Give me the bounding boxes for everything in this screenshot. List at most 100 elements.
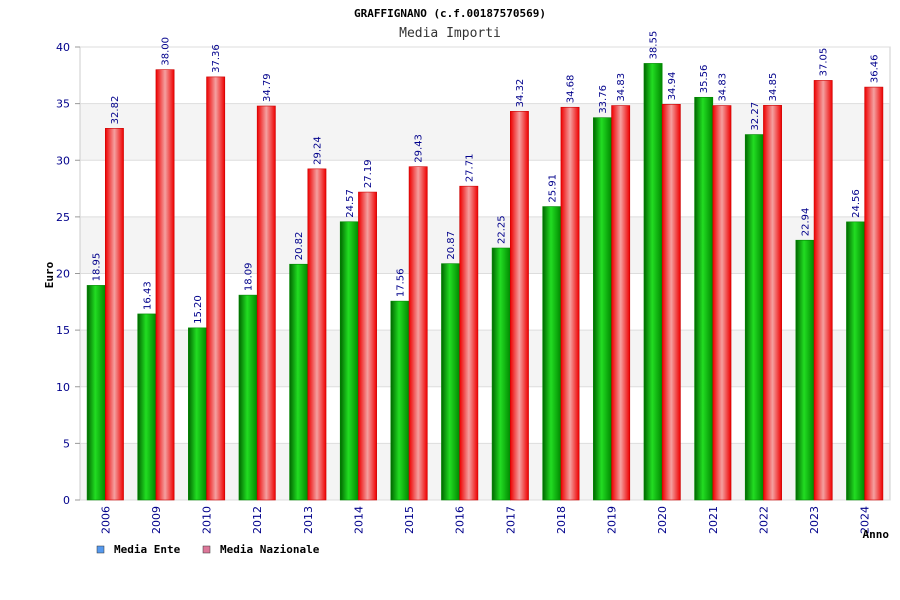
data-label: 32.82 xyxy=(110,96,121,125)
bar-media-ente xyxy=(390,300,410,501)
data-label: 33.76 xyxy=(598,85,609,114)
y-axis-ticks: 0 5 10 15 20 25 30 35 40 xyxy=(56,41,80,507)
data-label: 34.68 xyxy=(566,75,577,104)
data-label: 29.24 xyxy=(312,136,323,165)
bar-media-nazionale xyxy=(813,80,833,501)
x-tick-label: 2010 xyxy=(201,506,214,534)
bar-media-nazionale xyxy=(206,76,226,501)
data-label: 36.46 xyxy=(869,54,880,83)
y-tick-label: 30 xyxy=(56,154,70,167)
bar-media-nazionale xyxy=(358,191,377,501)
legend-label-media-nazionale: Media Nazionale xyxy=(220,543,320,556)
legend: Media Ente Media Nazionale xyxy=(96,543,320,556)
legend-swatch-media-ente xyxy=(96,545,105,554)
data-labels: 18.95 32.82 16.43 38.00 15.20 37.36 18.09 34.79… xyxy=(92,31,881,324)
bar-media-nazionale xyxy=(611,105,631,501)
data-label: 32.27 xyxy=(750,102,761,131)
x-tick-label: 2015 xyxy=(403,506,416,534)
data-label: 35.56 xyxy=(699,65,710,94)
data-label: 27.71 xyxy=(464,154,475,183)
bar-media-ente xyxy=(188,327,207,501)
bar-media-ente xyxy=(593,117,612,501)
data-label: 38.00 xyxy=(161,37,172,66)
data-label: 27.19 xyxy=(363,159,374,188)
data-label: 34.83 xyxy=(717,73,728,102)
bar-media-ente xyxy=(441,263,460,501)
bar-media-ente xyxy=(694,96,714,501)
x-tick-label: 2017 xyxy=(504,506,517,534)
bar-media-nazionale xyxy=(307,168,327,501)
bar-media-ente xyxy=(86,285,106,501)
y-tick-label: 10 xyxy=(56,381,70,394)
bar-media-ente xyxy=(744,134,764,501)
x-tick-label: 2006 xyxy=(99,506,112,534)
x-tick-label: 2023 xyxy=(808,506,821,534)
bar-media-ente xyxy=(238,294,258,501)
bar-media-nazionale xyxy=(408,166,428,501)
data-label: 18.09 xyxy=(244,262,255,291)
bar-media-ente xyxy=(795,239,815,501)
data-label: 34.83 xyxy=(616,73,627,102)
data-label: 34.79 xyxy=(262,73,273,102)
data-label: 34.32 xyxy=(515,79,526,108)
data-label: 22.25 xyxy=(497,215,508,244)
data-label: 37.36 xyxy=(211,44,222,73)
data-label: 20.87 xyxy=(446,231,457,260)
bar-media-nazionale xyxy=(661,104,681,501)
x-tick-label: 2009 xyxy=(150,506,163,534)
x-tick-label: 2018 xyxy=(555,506,568,534)
y-tick-label: 20 xyxy=(56,268,70,281)
chart-title: GRAFFIGNANO (c.f.00187570569) xyxy=(354,7,546,20)
x-tick-label: 2012 xyxy=(251,506,264,534)
data-label: 34.85 xyxy=(768,73,779,102)
bar-media-nazionale xyxy=(256,105,276,501)
x-tick-label: 2022 xyxy=(757,506,770,534)
bar-media-nazionale xyxy=(105,128,124,501)
x-tick-label: 2013 xyxy=(302,506,315,534)
bar-media-nazionale xyxy=(763,105,782,501)
x-tick-label: 2021 xyxy=(707,506,720,534)
bar-media-nazionale xyxy=(560,106,580,501)
data-label: 15.20 xyxy=(193,295,204,324)
legend-swatch-media-nazionale xyxy=(202,545,211,554)
data-label: 38.55 xyxy=(649,31,660,60)
bar-media-nazionale xyxy=(712,105,732,501)
data-label: 34.94 xyxy=(667,72,678,101)
bar-media-nazionale xyxy=(864,86,884,501)
data-label: 25.91 xyxy=(547,174,558,203)
x-axis-label: Anno xyxy=(863,528,890,541)
bar-media-nazionale xyxy=(510,111,529,501)
data-label: 22.94 xyxy=(800,208,811,237)
bar-media-ente xyxy=(643,63,663,501)
bar-media-nazionale xyxy=(155,69,175,501)
data-label: 17.56 xyxy=(395,268,406,297)
data-label: 24.57 xyxy=(345,189,356,218)
data-label: 20.82 xyxy=(294,232,305,261)
bar-media-ente xyxy=(542,206,562,501)
y-tick-label: 15 xyxy=(56,324,70,337)
data-label: 24.56 xyxy=(851,189,862,218)
data-label: 37.05 xyxy=(819,48,830,77)
bar-media-ente xyxy=(339,221,359,501)
data-label: 29.43 xyxy=(414,134,425,163)
x-tick-label: 2016 xyxy=(454,506,467,534)
data-label: 16.43 xyxy=(142,281,153,310)
bar-media-ente xyxy=(289,263,309,501)
chart-subtitle: Media Importi xyxy=(399,26,501,41)
y-tick-label: 35 xyxy=(56,98,70,111)
x-tick-label: 2024 xyxy=(859,506,872,534)
bar-media-ente xyxy=(491,247,511,501)
y-tick-label: 40 xyxy=(56,41,70,54)
bars xyxy=(86,63,884,501)
y-tick-label: 5 xyxy=(63,437,70,450)
y-tick-label: 25 xyxy=(56,211,70,224)
y-axis-label: Euro xyxy=(43,261,56,288)
bar-media-ente xyxy=(846,221,865,501)
legend-label-media-ente: Media Ente xyxy=(114,543,181,556)
y-tick-label: 0 xyxy=(63,494,70,507)
data-label: 18.95 xyxy=(92,253,103,282)
x-tick-label: 2020 xyxy=(656,506,669,534)
x-tick-label: 2014 xyxy=(352,506,365,534)
x-axis-ticks: 2006 2009 2010 2012 2013 2014 2015 2016 2017 2018… xyxy=(99,506,871,534)
